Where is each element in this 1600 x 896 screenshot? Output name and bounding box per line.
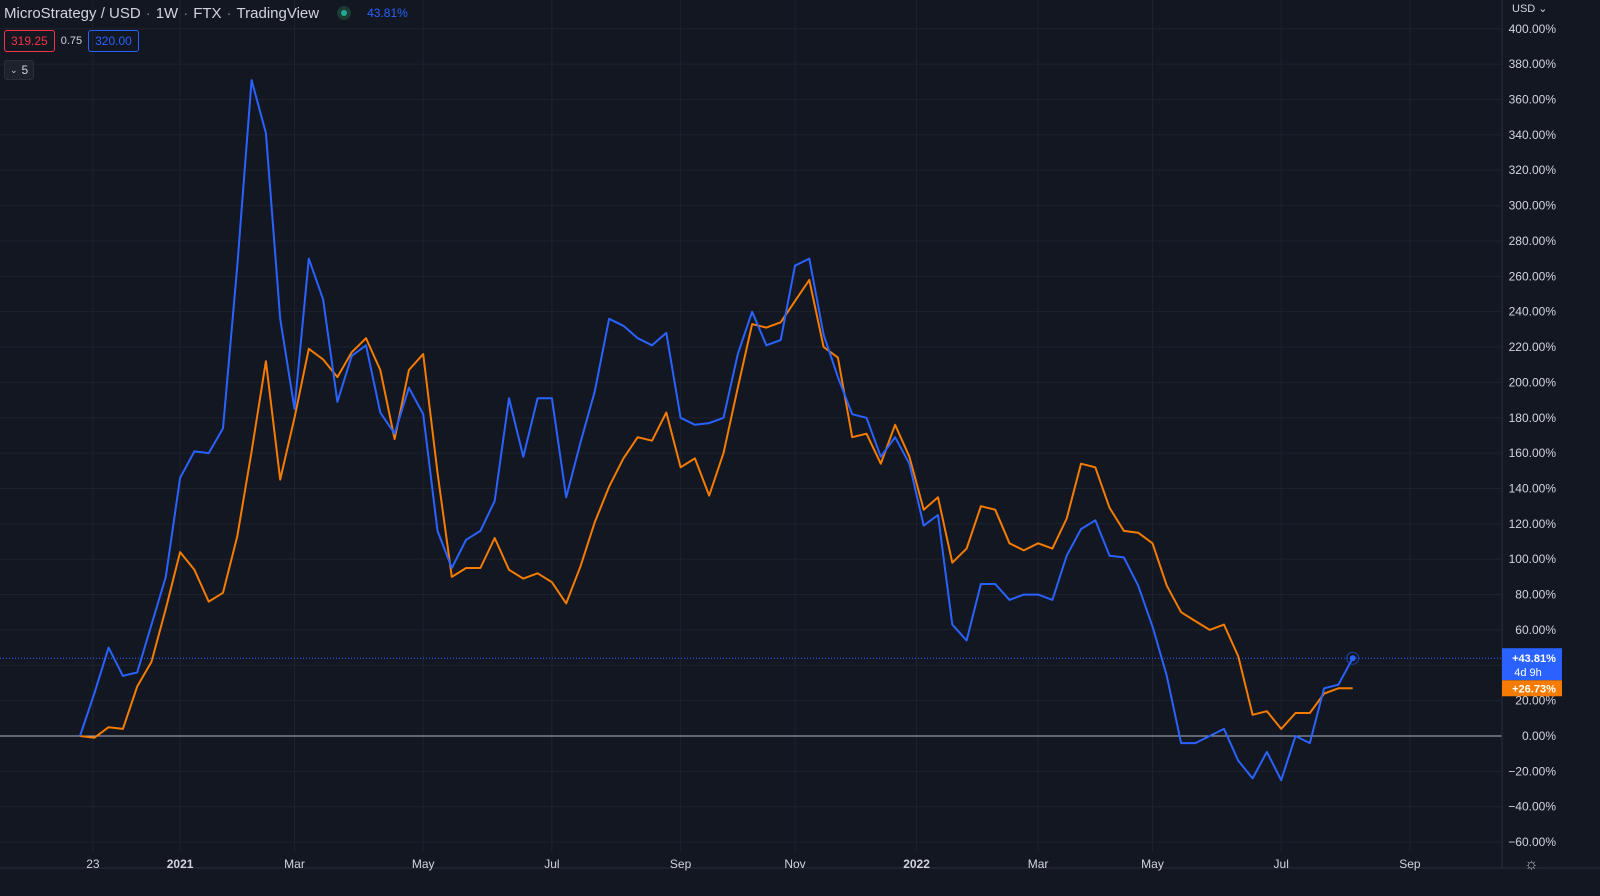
x-tick-label: Nov (784, 857, 805, 871)
spread-value: 0.75 (60, 35, 83, 47)
price-axis[interactable] (1502, 0, 1600, 868)
chevron-down-icon: ⌄ (1535, 3, 1548, 15)
bid-price-button[interactable]: 319.25 (4, 30, 55, 52)
x-tick-label: Sep (1399, 857, 1421, 871)
y-tick-label: 160.00% (1509, 446, 1557, 460)
y-tick-label: 320.00% (1509, 163, 1557, 177)
x-tick-label: 23 (86, 857, 100, 871)
indicators-count: 5 (21, 63, 29, 77)
x-tick-label: Jul (544, 857, 559, 871)
separator-dot: · (145, 4, 151, 22)
y-tick-label: 100.00% (1509, 552, 1557, 566)
x-tick-label: Jul (1274, 857, 1289, 871)
y-tick-label: 220.00% (1509, 340, 1557, 354)
time-axis[interactable] (0, 868, 1600, 896)
last-value-label-orange (1502, 680, 1562, 697)
y-tick-label: 20.00% (1515, 694, 1556, 708)
bar-countdown-text: 4d 9h (1514, 667, 1542, 679)
y-tick-label: 380.00% (1509, 57, 1557, 71)
y-tick-label: 360.00% (1509, 93, 1557, 107)
y-tick-label: 180.00% (1509, 411, 1557, 425)
y-tick-label: 120.00% (1509, 517, 1557, 531)
y-tick-label: −20.00% (1508, 764, 1556, 778)
x-tick-label: May (1141, 857, 1164, 871)
indicators-toggle-button[interactable]: ⌄ 5 (4, 60, 35, 80)
y-tick-label: 340.00% (1509, 128, 1557, 142)
y-tick-label: 0.00% (1522, 729, 1556, 743)
y-tick-label: −60.00% (1508, 835, 1556, 849)
y-tick-label: 400.00% (1509, 22, 1557, 36)
separator-dot: · (226, 4, 232, 22)
series-line-blue[interactable] (79, 79, 1354, 782)
quote-bar: 319.25 0.75 320.00 (4, 30, 139, 52)
market-status-icon[interactable] (337, 6, 352, 20)
last-value-label-blue (1502, 648, 1562, 681)
chart-header: MicroStrategy / USD · 1W · FTX · Trading… (4, 2, 408, 24)
change-percent: 43.81% (367, 6, 408, 20)
x-tick-label: May (412, 857, 435, 871)
x-tick-label: 2022 (903, 857, 930, 871)
series-line-orange[interactable] (79, 278, 1353, 739)
ask-price-button[interactable]: 320.00 (88, 30, 139, 52)
settings-gear-icon[interactable]: ☼ (1524, 856, 1539, 873)
symbol-name[interactable]: MicroStrategy / USD (4, 4, 141, 22)
y-tick-label: 140.00% (1509, 481, 1557, 495)
y-tick-label: −40.00% (1508, 800, 1556, 814)
y-tick-label: 80.00% (1515, 588, 1556, 602)
last-value-text-orange: +26.73% (1512, 683, 1556, 695)
exchange-label: FTX (193, 4, 222, 22)
last-point-marker (1349, 655, 1356, 662)
last-value-text-blue: +43.81% (1512, 653, 1556, 665)
currency-label: USD (1512, 3, 1536, 15)
y-tick-label: 200.00% (1509, 375, 1557, 389)
y-tick-label: 280.00% (1509, 234, 1557, 248)
x-tick-label: 2021 (167, 857, 194, 871)
source-label: TradingView (236, 4, 320, 22)
y-tick-label: 240.00% (1509, 305, 1557, 319)
x-tick-label: Sep (670, 857, 692, 871)
x-tick-label: Mar (1028, 857, 1049, 871)
last-point-halo (1346, 651, 1360, 665)
separator-dot: · (183, 4, 189, 22)
x-tick-label: Mar (284, 857, 305, 871)
chevron-down-icon: ⌄ (10, 64, 18, 75)
y-tick-label: 60.00% (1515, 623, 1556, 637)
currency-menu[interactable]: USD ⌄ (1512, 2, 1548, 15)
y-tick-label: 300.00% (1509, 199, 1557, 213)
interval-label[interactable]: 1W (155, 4, 179, 22)
y-tick-label: 260.00% (1509, 269, 1557, 283)
